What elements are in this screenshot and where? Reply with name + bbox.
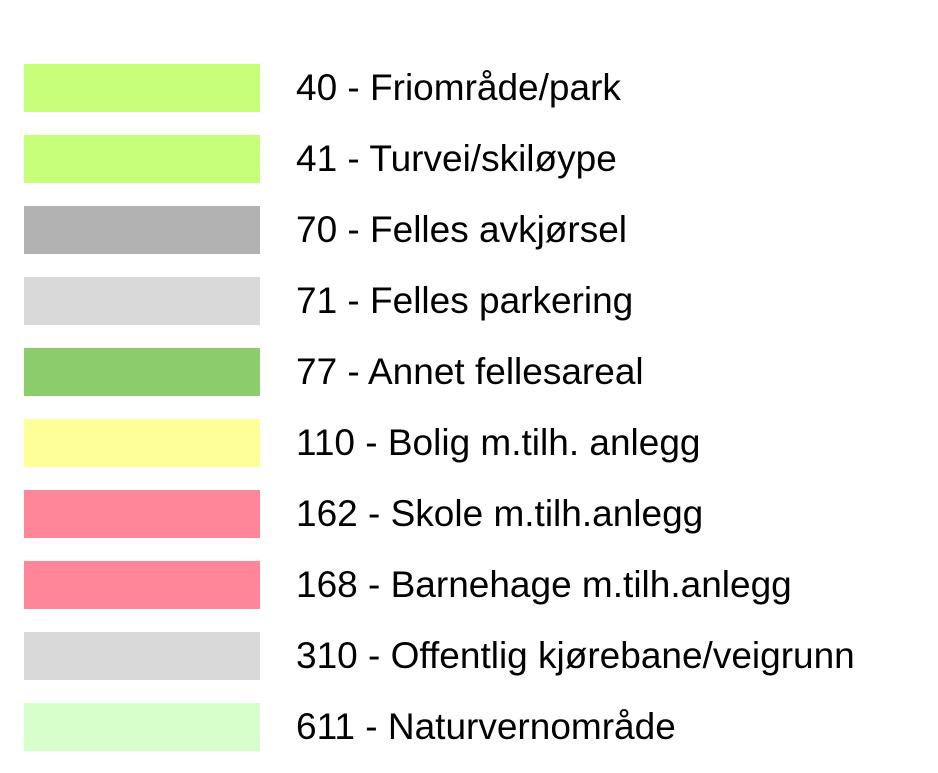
legend-label-611: 611 - Naturvernområde: [296, 706, 676, 747]
legend-swatch-168: [24, 561, 260, 609]
legend-swatch-71: [24, 277, 260, 325]
legend-label-41: 41 - Turvei/skiløype: [296, 138, 617, 179]
legend-label-40: 40 - Friområde/park: [296, 67, 621, 108]
legend-swatch-70: [24, 206, 260, 254]
legend-swatch-110: [24, 419, 260, 467]
legend-item-110: 110 - Bolig m.tilh. anlegg: [0, 419, 938, 467]
legend-item-70: 70 - Felles avkjørsel: [0, 206, 938, 254]
legend-label-70: 70 - Felles avkjørsel: [296, 209, 628, 250]
legend-label-168: 168 - Barnehage m.tilh.anlegg: [296, 564, 792, 605]
legend-item-77: 77 - Annet fellesareal: [0, 348, 938, 396]
legend-item-41: 41 - Turvei/skiløype: [0, 135, 938, 183]
legend-swatch-41: [24, 135, 260, 183]
legend-item-168: 168 - Barnehage m.tilh.anlegg: [0, 561, 938, 609]
legend-swatch-310: [24, 632, 260, 680]
legend-swatch-40: [24, 64, 260, 112]
legend-label-310: 310 - Offentlig kjørebane/veigrunn: [296, 635, 855, 676]
legend-swatch-611: [24, 703, 260, 751]
legend-item-162: 162 - Skole m.tilh.anlegg: [0, 490, 938, 538]
legend-swatch-77: [24, 348, 260, 396]
legend-item-40: 40 - Friområde/park: [0, 64, 938, 112]
legend-label-162: 162 - Skole m.tilh.anlegg: [296, 493, 704, 534]
legend-swatch-162: [24, 490, 260, 538]
legend-item-310: 310 - Offentlig kjørebane/veigrunn: [0, 632, 938, 680]
legend-label-77: 77 - Annet fellesareal: [296, 351, 644, 392]
legend-label-110: 110 - Bolig m.tilh. anlegg: [296, 422, 701, 463]
legend-label-71: 71 - Felles parkering: [296, 280, 634, 321]
legend-item-611: 611 - Naturvernområde: [0, 703, 938, 751]
legend-item-71: 71 - Felles parkering: [0, 277, 938, 325]
